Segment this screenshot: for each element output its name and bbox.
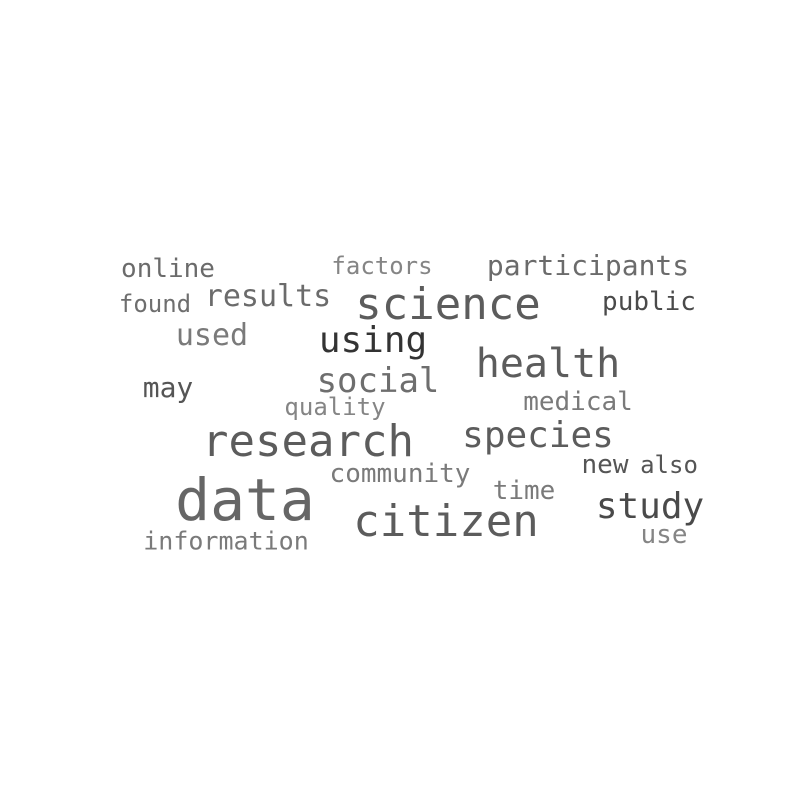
word-research: research [202,416,414,467]
word-citizen: citizen [353,496,539,547]
word-species: species [462,415,614,456]
word-community: community [329,459,471,489]
word-medical: medical [523,387,633,417]
word-time: time [492,476,556,506]
word-may: may [142,371,194,404]
word-quality: quality [284,393,386,421]
word-new: new [581,450,629,480]
word-public: public [602,287,696,317]
word-factors: factors [331,252,433,280]
word-used: used [175,318,249,353]
word-social: social [316,361,440,401]
word-online: online [121,254,215,284]
word-science: science [355,279,541,330]
word-study: study [595,486,705,527]
word-health: health [475,341,621,387]
word-also: also [640,451,698,479]
word-participants: participants [486,249,690,282]
word-data: data [175,466,315,534]
word-found: found [118,290,192,318]
word-information: information [143,526,309,556]
word-using: using [318,320,428,361]
word-use: use [640,520,688,550]
word-results: results [204,279,332,314]
